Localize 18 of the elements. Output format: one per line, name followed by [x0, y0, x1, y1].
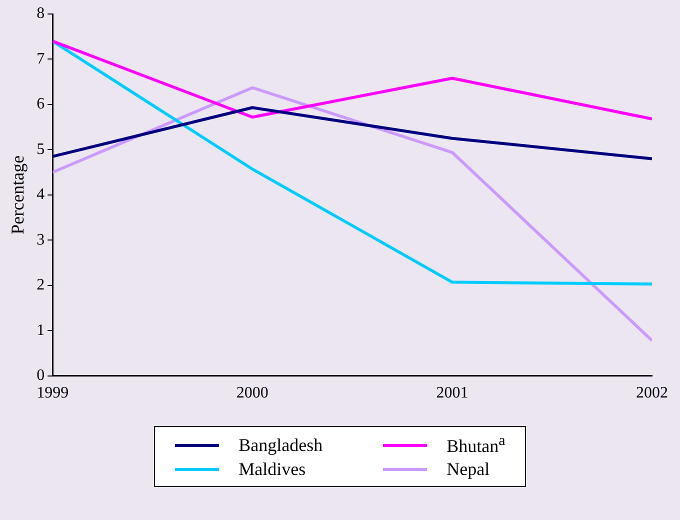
y-tick-label: 7 [36, 50, 45, 68]
x-tick-label: 2002 [636, 384, 668, 402]
y-tick-label: 0 [36, 367, 45, 384]
y-axis-title: Percentage [8, 155, 28, 234]
x-tick-label: 2000 [236, 384, 268, 402]
y-tick-label: 8 [36, 5, 45, 22]
legend-label: Bangladesh [238, 434, 323, 456]
y-tick-label: 2 [36, 276, 45, 294]
y-tick-label: 4 [36, 186, 45, 204]
legend-label: Bhutan$^{a}$ [446, 433, 506, 457]
y-tick-label: 5 [36, 140, 45, 158]
y-tick-label: 6 [36, 96, 45, 113]
legend-label: Nepal [446, 459, 490, 480]
legend-label: Maldives [238, 459, 306, 480]
y-tick-label: 3 [36, 231, 45, 248]
x-tick-label: 2001 [436, 384, 468, 402]
y-tick-label: 1 [36, 322, 45, 339]
x-tick-label: 1999 [36, 384, 69, 402]
